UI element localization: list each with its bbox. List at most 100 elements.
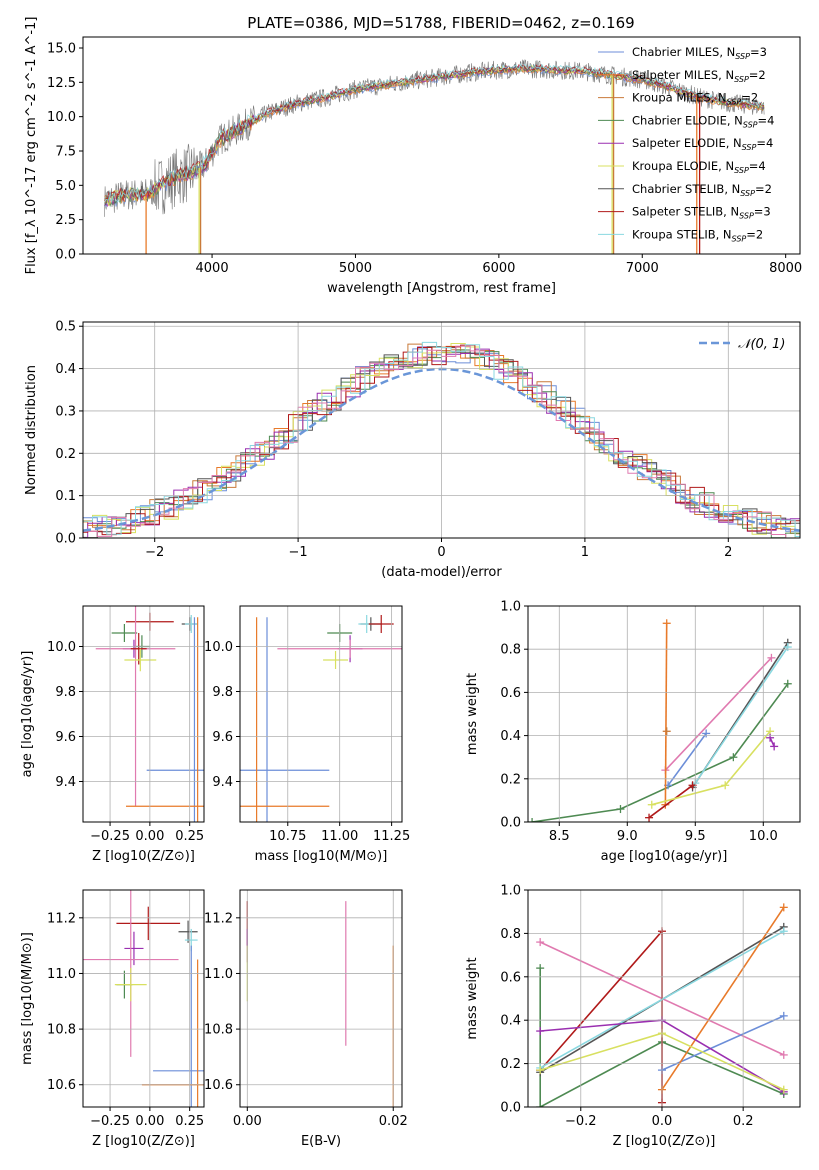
axes-frame — [82, 889, 205, 1108]
legend-label: Chabrier STELIB, NSSP=2 — [632, 182, 772, 198]
mass-weight-line — [539, 968, 785, 1107]
x-tick-label: 4000 — [196, 261, 229, 276]
x-tick-label: 8000 — [769, 261, 802, 276]
y-axis-label: age [log10(age/yr)] — [20, 651, 35, 778]
plot-area — [528, 619, 792, 822]
x-tick-label: 9.0 — [617, 829, 638, 844]
axes-frame — [239, 605, 403, 823]
y-tick-label: 10.0 — [47, 110, 76, 125]
y-axis-label: mass weight — [465, 673, 480, 755]
plot-area — [104, 59, 765, 254]
y-tick-label: 0.4 — [500, 1014, 521, 1029]
y-tick-label: 0.6 — [500, 686, 521, 701]
x-tick-label: 0.00 — [135, 829, 164, 844]
y-tick-label: 12.5 — [47, 76, 76, 91]
x-tick-label: 0.00 — [135, 1114, 164, 1129]
y-tick-label: 7.5 — [55, 144, 76, 159]
y-tick-label: 15.0 — [47, 41, 76, 56]
y-tick-label: 10.0 — [47, 640, 76, 655]
y-axis-label: mass [log10(M/M⊙)] — [20, 932, 35, 1065]
x-tick-label: 9.5 — [685, 829, 706, 844]
x-tick-label: 10.75 — [269, 829, 306, 844]
y-tick-label: 9.6 — [55, 730, 76, 745]
plot-area — [95, 606, 204, 822]
y-tick-label: 0.0 — [500, 816, 521, 831]
x-tick-label: 11.25 — [373, 829, 410, 844]
plot-area — [246, 901, 394, 1107]
y-tick-label: 0.1 — [55, 489, 76, 504]
x-axis-label: mass [log10(M/M⊙)] — [255, 849, 388, 864]
x-tick-label: 7000 — [626, 261, 659, 276]
axes-frame — [527, 889, 801, 1108]
axes-frame — [82, 605, 205, 823]
legend-label: Kroupa STELIB, NSSP=2 — [632, 227, 763, 243]
histogram-step — [83, 344, 800, 536]
y-tick-label: 0.4 — [500, 729, 521, 744]
axes-frame — [82, 36, 801, 255]
x-tick-label: 11.00 — [321, 829, 358, 844]
x-tick-label: 0.25 — [175, 1114, 204, 1129]
y-tick-label: 10.0 — [204, 640, 233, 655]
y-tick-label: 10.6 — [47, 1078, 76, 1093]
mass-weight-line — [661, 906, 785, 1091]
y-tick-label: 11.2 — [47, 911, 76, 926]
legend-label: Kroupa ELODIE, NSSP=4 — [632, 159, 766, 175]
y-tick-label: 10.6 — [204, 1078, 233, 1093]
x-tick-label: −0.2 — [565, 1114, 597, 1129]
y-tick-label: 0.0 — [55, 248, 76, 263]
plot-area — [83, 341, 800, 538]
y-tick-label: 0.0 — [55, 532, 76, 547]
x-axis-label: Z [log10(Z/Z⊙)] — [613, 1134, 716, 1149]
x-tick-label: 0.25 — [175, 829, 204, 844]
axes-frame — [82, 321, 801, 539]
chart-title: PLATE=0386, MJD=51788, FIBERID=0462, z=0… — [247, 14, 634, 32]
y-tick-label: 9.4 — [55, 775, 76, 790]
y-tick-label: 2.5 — [55, 213, 76, 228]
y-tick-label: 0.2 — [500, 1057, 521, 1072]
mass-weight-line — [664, 623, 668, 805]
y-tick-label: 11.0 — [47, 967, 76, 982]
y-tick-label: 10.8 — [204, 1023, 233, 1038]
y-tick-label: 0.6 — [500, 970, 521, 985]
y-tick-label: 9.8 — [212, 685, 233, 700]
x-axis-label: Z [log10(Z/Z⊙)] — [92, 1134, 195, 1149]
x-tick-label: 10.0 — [749, 829, 778, 844]
y-tick-label: 10.8 — [47, 1023, 76, 1038]
mass-weight-line — [661, 1015, 785, 1071]
mass-weight-line — [664, 657, 772, 771]
legend-label: Salpeter STELIB, NSSP=3 — [632, 205, 771, 221]
y-tick-label: 0.4 — [55, 362, 76, 377]
legend-label: Chabrier ELODIE, NSSP=4 — [632, 113, 774, 129]
x-axis-label: (data-model)/error — [381, 565, 502, 580]
mass-weight-line — [531, 683, 789, 822]
x-tick-label: −1 — [289, 545, 308, 560]
y-tick-label: 0.2 — [55, 447, 76, 462]
x-tick-label: −0.25 — [90, 1114, 130, 1129]
x-tick-label: 0.2 — [733, 1114, 754, 1129]
y-axis-label: mass weight — [465, 957, 480, 1039]
axes-frame — [239, 889, 403, 1108]
model-spectrum — [104, 63, 765, 203]
x-tick-label: 5000 — [339, 261, 372, 276]
mass-weight-line — [539, 929, 663, 1103]
y-tick-label: 5.0 — [55, 179, 76, 194]
y-tick-label: 0.3 — [55, 404, 76, 419]
mass-weight-line — [648, 784, 694, 819]
x-tick-label: −2 — [145, 545, 164, 560]
y-axis-label: Flux [f_λ 10^-17 erg cm^-2 s^-1 A^-1] — [24, 17, 39, 275]
x-axis-label: age [log10(age/yr)] — [601, 849, 728, 864]
y-tick-label: 0.2 — [500, 772, 521, 787]
y-tick-label: 9.6 — [212, 730, 233, 745]
mass-weight-line — [667, 732, 707, 786]
x-tick-label: 0 — [437, 545, 445, 560]
y-tick-label: 0.0 — [500, 1101, 521, 1116]
x-tick-label: 6000 — [482, 261, 515, 276]
x-tick-label: 0.0 — [652, 1114, 673, 1129]
y-tick-label: 1.0 — [500, 884, 521, 899]
y-tick-label: 9.8 — [55, 685, 76, 700]
y-tick-label: 1.0 — [500, 600, 521, 615]
x-tick-label: 2 — [724, 545, 732, 560]
plot-area — [240, 615, 402, 822]
x-tick-label: 0.00 — [233, 1114, 262, 1129]
x-tick-label: 8.5 — [549, 829, 570, 844]
